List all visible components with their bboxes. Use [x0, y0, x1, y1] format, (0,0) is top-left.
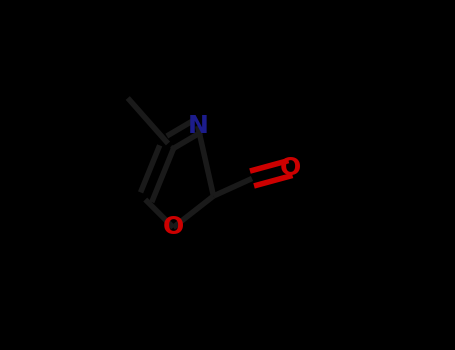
Text: O: O	[162, 216, 184, 239]
Text: O: O	[280, 156, 301, 180]
Text: N: N	[187, 114, 208, 138]
